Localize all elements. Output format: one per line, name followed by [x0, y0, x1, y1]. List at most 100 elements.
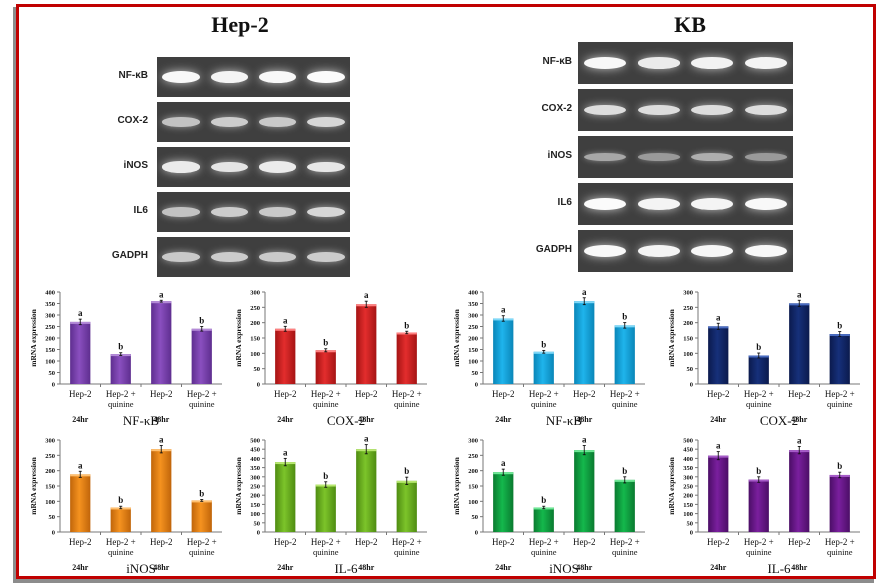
y-tick-label: 300	[45, 313, 55, 320]
significance-label: a	[582, 287, 587, 297]
gel-band	[307, 161, 345, 173]
y-tick-label: 350	[250, 465, 260, 472]
chart-title: iNOS	[549, 561, 579, 576]
x-category-label: Hep-2 +	[744, 537, 774, 547]
blot-label: iNOS	[547, 150, 572, 161]
blot-label: NF-κB	[118, 70, 148, 81]
chart-title: COX-2	[760, 413, 798, 428]
bar	[70, 474, 91, 532]
significance-label: a	[501, 305, 506, 315]
gel-band	[210, 207, 249, 217]
x-category-label: Hep-2	[274, 389, 297, 399]
y-tick-label: 450	[250, 447, 260, 454]
bar	[151, 301, 172, 384]
gel-band	[258, 252, 297, 262]
bar	[275, 462, 296, 532]
gel-band	[745, 104, 788, 116]
bar	[151, 449, 172, 532]
bar	[574, 450, 595, 532]
gel-blot-row	[157, 57, 350, 97]
y-tick-label: 250	[250, 305, 260, 312]
significance-label: a	[364, 290, 369, 300]
bar	[789, 450, 810, 532]
significance-label: a	[797, 289, 802, 299]
y-tick-label: 100	[468, 359, 478, 366]
gel-band	[258, 207, 297, 217]
gel-band	[307, 116, 345, 128]
x-category-label: Hep-2	[788, 389, 811, 399]
significance-label: b	[199, 488, 204, 498]
gel-band	[307, 206, 345, 218]
y-tick-label: 400	[683, 456, 693, 463]
gel-band	[583, 152, 626, 162]
gel-band	[162, 117, 200, 127]
gel-band	[258, 71, 297, 83]
bar	[191, 328, 212, 384]
gel-band	[583, 245, 626, 257]
x-category-label: Hep-2	[69, 537, 92, 547]
x-category-label: Hep-2	[492, 389, 515, 399]
bar	[493, 472, 514, 532]
y-tick-label: 50	[49, 514, 56, 521]
bar	[356, 304, 377, 384]
x-category-label: Hep-2 +	[744, 389, 774, 399]
x-category-label: quinine	[827, 547, 853, 557]
time-point-label: 48hr	[576, 415, 592, 424]
significance-label: a	[159, 435, 164, 445]
x-category-label: Hep-2 +	[311, 389, 341, 399]
bar	[110, 354, 131, 384]
y-tick-label: 200	[250, 320, 260, 327]
x-category-label: quinine	[394, 547, 420, 557]
x-category-label: Hep-2 +	[392, 537, 422, 547]
gel-band	[637, 57, 680, 69]
time-point-label: 24hr	[710, 415, 726, 424]
y-tick-label: 0	[690, 530, 693, 537]
gel-band	[210, 117, 249, 127]
y-tick-label: 100	[45, 359, 55, 366]
y-tick-label: 300	[250, 474, 260, 481]
gel-band	[637, 104, 680, 116]
gel-blot-row	[578, 89, 793, 131]
gel-band	[691, 245, 734, 257]
chart-title: NF-κB	[123, 413, 159, 428]
x-category-label: Hep-2 +	[187, 389, 217, 399]
x-category-label: Hep-2	[355, 537, 378, 547]
y-tick-label: 300	[45, 438, 55, 445]
time-point-label: 24hr	[710, 563, 726, 572]
x-category-label: Hep-2	[788, 537, 811, 547]
gel-band	[583, 57, 626, 69]
y-tick-label: 250	[468, 453, 478, 460]
time-point-label: 48hr	[791, 415, 807, 424]
significance-label: b	[323, 471, 328, 481]
panel-title-hep2: Hep-2	[211, 12, 269, 37]
significance-label: b	[837, 321, 842, 331]
y-tick-label: 400	[468, 290, 478, 297]
x-category-label: Hep-2 +	[825, 389, 855, 399]
y-tick-label: 250	[683, 305, 693, 312]
y-tick-label: 350	[683, 465, 693, 472]
gel-blot-row	[157, 147, 350, 187]
gel-band	[210, 161, 249, 173]
gel-band	[162, 207, 200, 217]
y-tick-label: 250	[468, 324, 478, 331]
y-axis-label: mRNA expression	[234, 308, 243, 366]
blot-label: GADPH	[535, 244, 572, 255]
bar	[829, 474, 850, 532]
significance-label: a	[78, 460, 83, 470]
bar	[708, 455, 729, 532]
y-tick-label: 50	[687, 366, 694, 373]
gel-band	[307, 252, 345, 262]
bar-chart-hep-2-nf-κb: 0 50 100 150 200 250 300 350 400 mRNA expression a…	[29, 289, 222, 428]
bar	[396, 480, 417, 532]
blot-label: GADPH	[111, 250, 148, 261]
gel-band	[691, 198, 734, 210]
bar	[533, 507, 554, 532]
significance-label: a	[78, 308, 83, 318]
y-tick-label: 50	[472, 514, 479, 521]
gel-blot-row	[578, 230, 793, 272]
y-tick-label: 450	[683, 447, 693, 454]
y-tick-label: 150	[250, 502, 260, 509]
x-category-label: quinine	[612, 547, 638, 557]
y-tick-label: 200	[683, 320, 693, 327]
y-tick-label: 150	[45, 484, 55, 491]
